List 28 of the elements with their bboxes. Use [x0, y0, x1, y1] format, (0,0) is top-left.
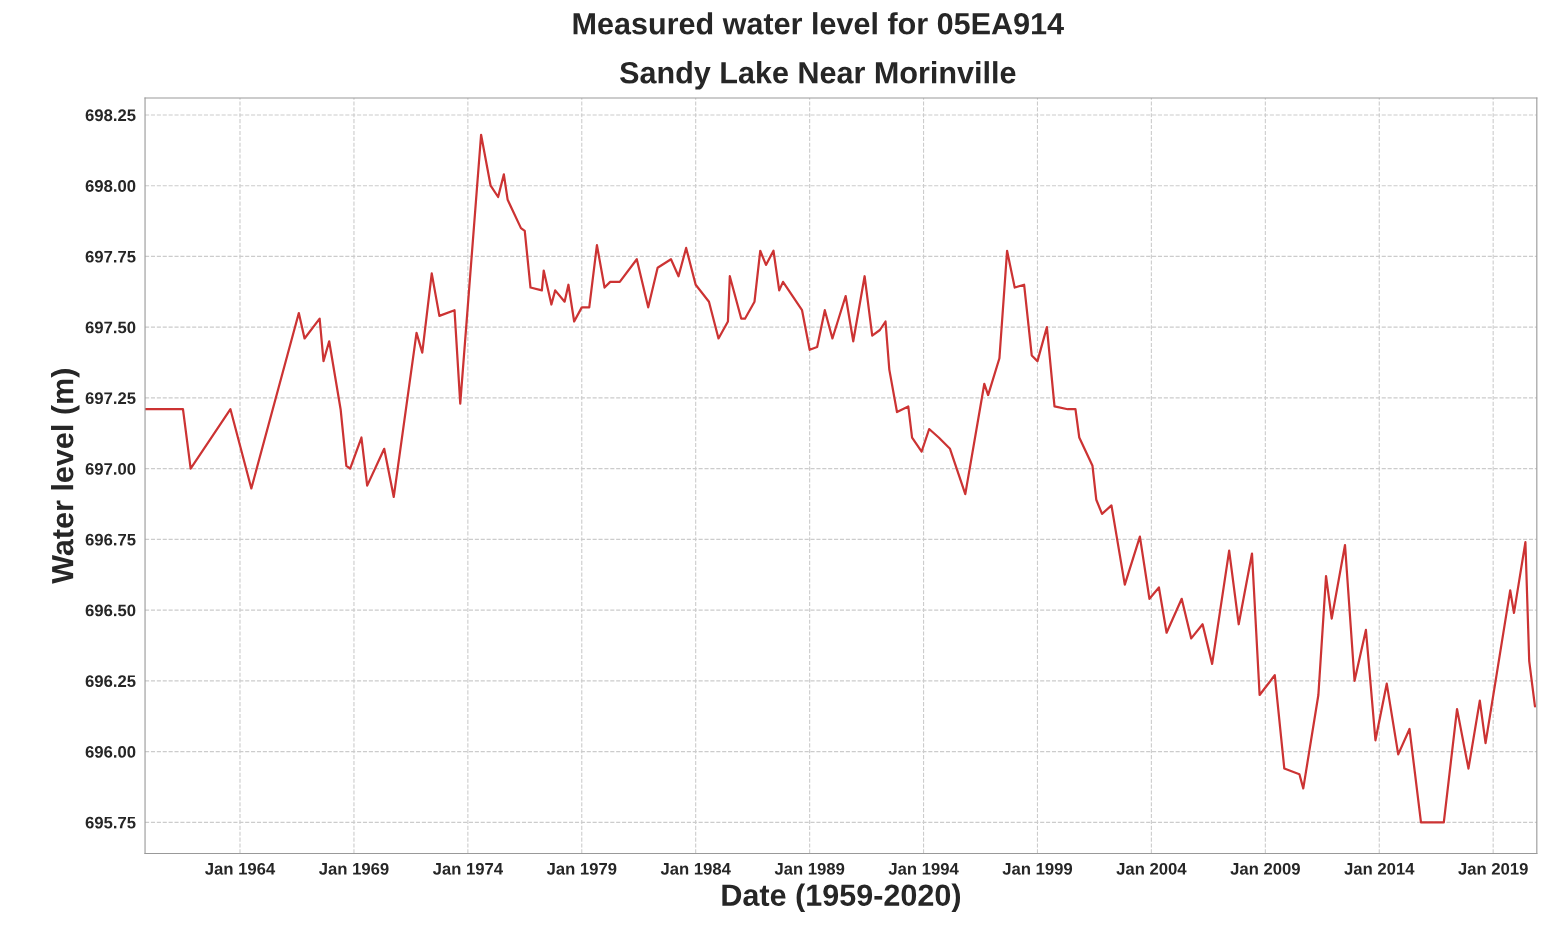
y-tick-label: 696.00 [85, 745, 136, 758]
x-tick-label: Jan 2014 [1344, 862, 1415, 875]
x-axis-title: Date (1959-2020) [722, 883, 961, 913]
y-tick-label: 697.50 [85, 321, 136, 334]
x-tick-label: Jan 1979 [546, 862, 617, 875]
y-tick-label: 696.25 [85, 675, 136, 688]
y-tick-label: 698.00 [85, 180, 136, 192]
x-tick-label: Jan 2004 [1116, 862, 1187, 875]
y-tick-label: 695.75 [85, 816, 136, 829]
x-tick-label: Jan 1989 [774, 862, 845, 875]
x-tick-label: Jan 2009 [1230, 862, 1300, 875]
y-axis-title: Water level (m) [51, 369, 80, 584]
chart-subtitle: Sandy Lake Near Morinville [620, 61, 1016, 90]
x-tick-label: Jan 1974 [432, 862, 503, 875]
x-tick-label: Jan 1969 [319, 862, 389, 875]
x-tick-label: Jan 1994 [888, 862, 959, 875]
x-tick-label: Jan 2019 [1458, 862, 1528, 875]
y-tick-label: 697.25 [85, 392, 136, 405]
x-tick-label: Jan 1999 [1002, 862, 1073, 875]
y-tick-label: 698.25 [85, 109, 136, 122]
line-series [145, 133, 1537, 824]
chart-title: Measured water level for 05EA914 [573, 12, 1064, 35]
x-tick-label: Jan 1964 [205, 862, 276, 875]
y-tick-label: 696.75 [85, 533, 136, 546]
y-tick-label: 697.75 [85, 250, 136, 263]
y-tick-label: 696.50 [85, 604, 136, 617]
y-tick-label: 697.00 [85, 463, 136, 475]
x-tick-label: Jan 1984 [660, 862, 731, 875]
